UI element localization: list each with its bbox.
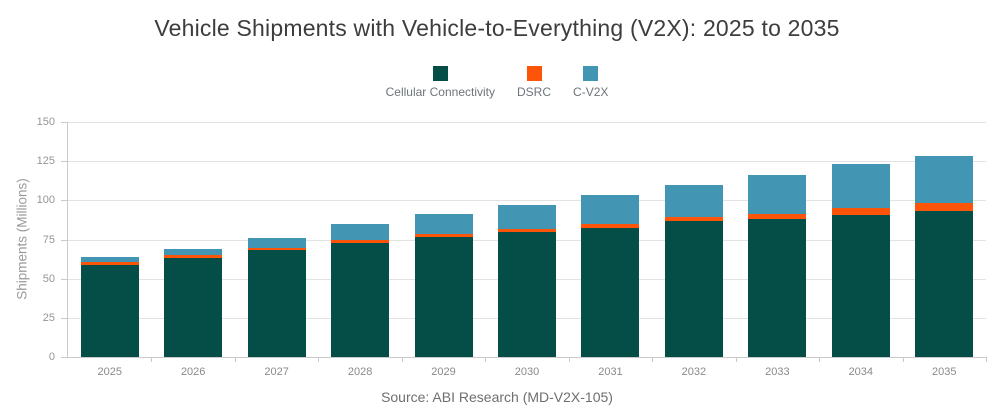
x-tick-label-2033: 2033: [765, 366, 790, 378]
bar-2033-cellular-connectivity[interactable]: [748, 219, 807, 357]
y-axis-tick-100: [61, 200, 67, 202]
x-axis-tick-7: [652, 357, 654, 362]
chart-title: Vehicle Shipments with Vehicle-to-Everyt…: [154, 15, 840, 41]
bar-2033-c-v2x[interactable]: [748, 174, 807, 214]
x-axis-tick-3: [318, 357, 320, 362]
bar-2027-dsrc[interactable]: [247, 248, 306, 251]
bar-2028-dsrc[interactable]: [331, 240, 390, 244]
y-tick-label-50: 50: [42, 272, 55, 285]
bar-2032-c-v2x[interactable]: [664, 184, 723, 217]
bar-2026-c-v2x[interactable]: [164, 248, 223, 256]
legend-item-cellular-connectivity[interactable]: Cellular Connectivity: [386, 66, 495, 99]
legend-swatch-dsrc: [526, 66, 542, 81]
source-caption: Source: ABI Research (MD-V2X-105): [381, 389, 613, 405]
bar-2030-dsrc[interactable]: [498, 228, 556, 233]
x-tick-label-2032: 2032: [681, 366, 707, 378]
bar-2031-c-v2x[interactable]: [581, 194, 640, 224]
bar-2028-c-v2x[interactable]: [331, 223, 390, 241]
bar-2026-cellular-connectivity[interactable]: [164, 257, 223, 357]
x-axis-tick-2: [234, 357, 236, 362]
y-tick-label-25: 25: [42, 311, 55, 324]
plot-area: 0 25 50 75 100 125 150 2025 2026 2027 2028 2029 2030…: [37, 116, 987, 378]
legend-item-dsrc[interactable]: DSRC: [517, 66, 551, 99]
x-tick-label-2035: 2035: [932, 366, 957, 378]
y-axis-tick-50: [61, 278, 67, 280]
bar-2027-cellular-connectivity[interactable]: [247, 250, 306, 357]
bar-2026-dsrc[interactable]: [164, 255, 223, 258]
x-axis-tick-8: [735, 357, 737, 362]
y-axis-tick-75: [61, 239, 67, 241]
gridline-150: [68, 122, 986, 123]
bar-2035-c-v2x[interactable]: [915, 156, 974, 203]
legend-label-c-v2x: C-V2X: [573, 85, 609, 99]
legend-swatch-cellular-connectivity: [432, 66, 448, 81]
x-tick-label-2026: 2026: [180, 366, 206, 378]
bar-2033-dsrc[interactable]: [748, 213, 807, 220]
x-tick-label-2027: 2027: [264, 366, 289, 378]
y-tick-label-100: 100: [36, 194, 55, 207]
x-axis-tick-6: [568, 357, 570, 362]
bar-2031-dsrc[interactable]: [581, 223, 640, 228]
y-axis-tick-150: [61, 122, 67, 123]
bar-2035-dsrc[interactable]: [915, 202, 974, 211]
x-tick-label-2031: 2031: [598, 366, 623, 378]
bar-2025-cellular-connectivity[interactable]: [80, 264, 139, 357]
bar-2032-cellular-connectivity[interactable]: [664, 221, 723, 357]
y-axis-tick-125: [61, 161, 67, 163]
bar-2027-c-v2x[interactable]: [247, 237, 306, 249]
x-axis-tick-10: [902, 357, 904, 362]
y-axis-tick-25: [61, 317, 67, 319]
bar-2035-cellular-connectivity[interactable]: [915, 210, 974, 357]
x-tick-label-2034: 2034: [848, 366, 874, 378]
bar-2025-dsrc[interactable]: [80, 262, 139, 265]
legend-swatch-c-v2x: [583, 66, 599, 81]
x-axis-tick-5: [485, 357, 487, 362]
x-axis-tick-4: [401, 357, 403, 362]
y-axis-tick-0: [61, 357, 67, 358]
x-axis-tick-1: [151, 357, 153, 362]
x-tick-label-2030: 2030: [514, 366, 540, 378]
bar-2030-c-v2x[interactable]: [498, 205, 556, 229]
y-tick-label-0: 0: [48, 351, 55, 363]
x-axis-tick-11: [986, 357, 987, 362]
legend-label-dsrc: DSRC: [517, 85, 552, 99]
x-axis-tick-9: [819, 357, 821, 362]
bar-2025-c-v2x[interactable]: [80, 256, 139, 263]
x-tick-label-2029: 2029: [431, 366, 456, 378]
gridline-100: [68, 200, 986, 202]
bar-2034-cellular-connectivity[interactable]: [831, 215, 890, 357]
x-tick-label-2025: 2025: [97, 366, 122, 378]
y-tick-label-75: 75: [42, 233, 55, 246]
bar-2030-cellular-connectivity[interactable]: [498, 232, 556, 357]
y-tick-label-125: 125: [36, 155, 55, 168]
bar-2031-cellular-connectivity[interactable]: [581, 227, 640, 357]
y-tick-label-150: 150: [36, 116, 55, 128]
bar-2029-dsrc[interactable]: [414, 234, 473, 238]
bar-2034-c-v2x[interactable]: [831, 164, 890, 209]
x-tick-label-2028: 2028: [347, 366, 373, 378]
bar-2029-cellular-connectivity[interactable]: [414, 237, 473, 357]
legend-item-c-v2x[interactable]: C-V2X: [573, 66, 608, 99]
bar-2032-dsrc[interactable]: [664, 216, 723, 222]
legend-label-cellular-connectivity: Cellular Connectivity: [385, 85, 496, 99]
legend: Cellular Connectivity DSRC C-V2X: [0, 66, 994, 99]
bar-2034-dsrc[interactable]: [831, 208, 890, 216]
gridline-125: [68, 161, 986, 163]
bar-2029-c-v2x[interactable]: [414, 214, 473, 235]
bar-2028-cellular-connectivity[interactable]: [331, 243, 390, 357]
